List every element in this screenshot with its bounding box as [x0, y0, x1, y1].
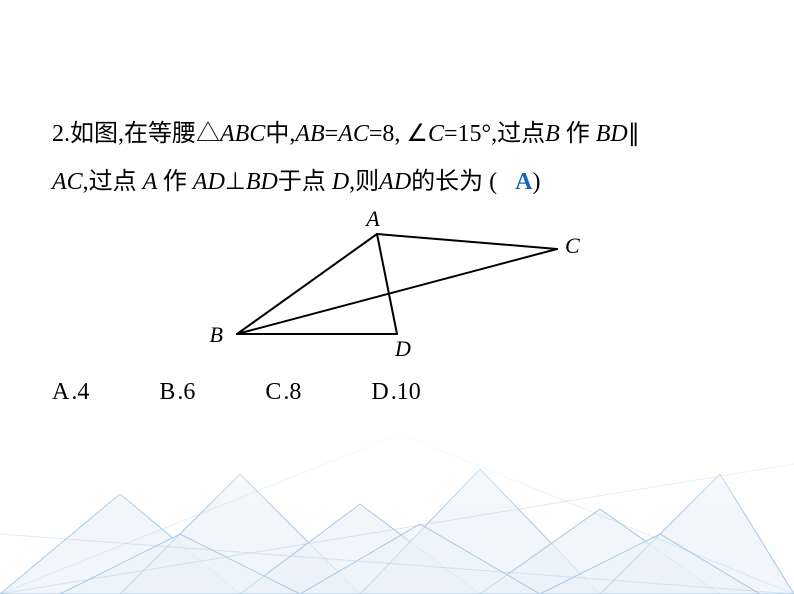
svg-text:A: A — [364, 206, 380, 231]
options-row: A.4 B.6 C.8 D.10 — [52, 368, 742, 416]
svg-text:C: C — [565, 233, 580, 258]
background-pattern — [0, 414, 794, 594]
option-b: B.6 — [159, 368, 195, 416]
question-stem: 2.如图,在等腰△ABC中,AB=AC=8, ∠C=15°,过点B 作 BD∥ … — [52, 110, 742, 206]
figure-container: A B C D — [52, 204, 742, 364]
svg-text:B: B — [210, 322, 223, 347]
question-number: 2 — [52, 121, 64, 147]
answer-letter: A — [515, 169, 532, 195]
question-block: 2.如图,在等腰△ABC中,AB=AC=8, ∠C=15°,过点B 作 BD∥ … — [52, 110, 742, 416]
geometry-figure: A B C D — [207, 204, 587, 364]
option-d: D.10 — [371, 368, 420, 416]
option-a: A.4 — [52, 368, 89, 416]
svg-text:D: D — [394, 336, 411, 361]
option-c: C.8 — [265, 368, 301, 416]
